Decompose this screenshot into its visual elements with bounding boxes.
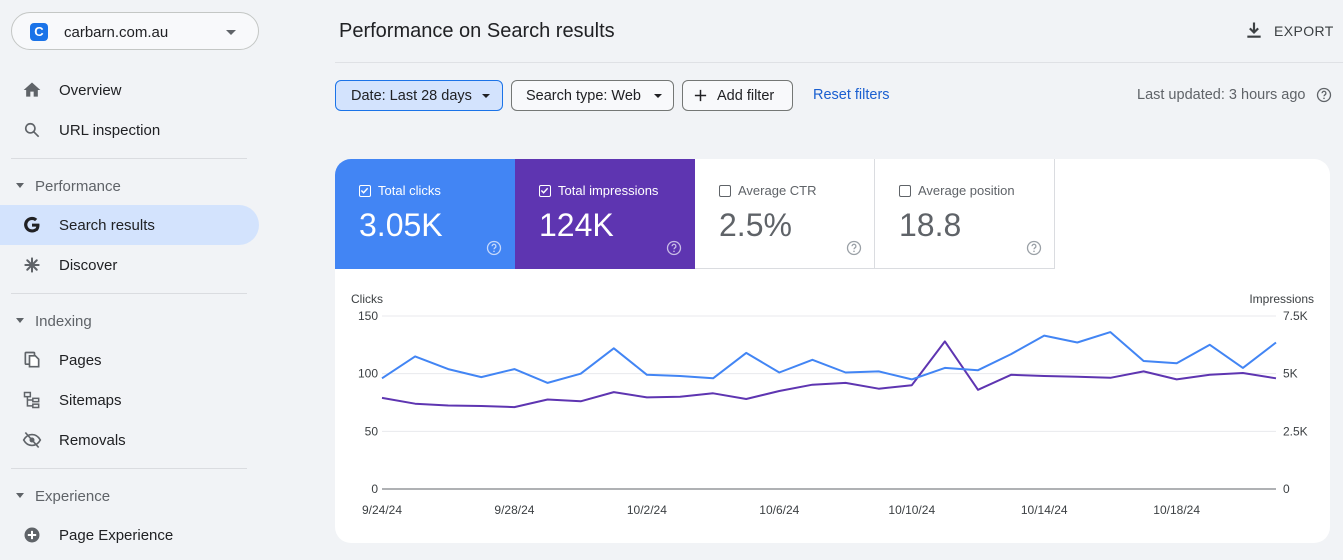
y-tick-label-right: 0 [1283, 482, 1290, 496]
section-label: Performance [35, 178, 121, 195]
chevron-down-icon [482, 94, 490, 98]
y-axis-title-right: Impressions [1249, 292, 1314, 306]
sidebar-item-label: URL inspection [59, 122, 161, 139]
x-tick-label: 10/14/24 [1021, 503, 1068, 517]
sidebar-item-search-results[interactable]: Search results [0, 205, 259, 245]
help-icon[interactable] [1316, 87, 1332, 103]
sitemap-icon [23, 391, 40, 409]
download-icon [1247, 22, 1261, 38]
section-indexing[interactable]: Indexing [0, 306, 260, 336]
help-icon[interactable] [1026, 240, 1042, 256]
sidebar-item-label: Sitemaps [59, 392, 122, 409]
x-tick-label: 10/2/24 [627, 503, 667, 517]
performance-card: Total clicks 3.05K Total impressions 124… [335, 159, 1330, 543]
x-tick-label: 10/6/24 [759, 503, 799, 517]
y-axis-title-left: Clicks [351, 292, 383, 306]
last-updated-text: Last updated: 3 hours ago [1137, 87, 1306, 103]
property-domain: carbarn.com.au [64, 24, 169, 41]
x-tick-label: 9/24/24 [362, 503, 402, 517]
metric-label: Average position [918, 183, 1015, 198]
add-filter-button[interactable]: Add filter [682, 80, 793, 111]
sidebar-item-overview[interactable]: Overview [0, 70, 259, 110]
export-label: EXPORT [1274, 23, 1334, 39]
metric-total-impressions[interactable]: Total impressions 124K [515, 159, 695, 269]
search-type-chip[interactable]: Search type: Web [511, 80, 674, 111]
collapse-caret-icon [16, 318, 24, 323]
checkbox-unchecked-icon[interactable] [899, 185, 911, 197]
chevron-down-icon [226, 30, 236, 35]
y-tick-label-left: 100 [358, 367, 378, 381]
property-logo-icon: C [30, 23, 48, 41]
metric-total-clicks[interactable]: Total clicks 3.05K [335, 159, 515, 269]
x-tick-label: 9/28/24 [494, 503, 534, 517]
y-tick-label-left: 50 [365, 424, 379, 438]
metric-value: 2.5% [719, 207, 792, 243]
add-filter-label: Add filter [717, 88, 775, 104]
sidebar-item-label: Page Experience [59, 527, 174, 544]
metric-label: Average CTR [738, 183, 817, 198]
help-icon[interactable] [666, 240, 682, 256]
sidebar-item-label: Pages [59, 352, 102, 369]
sidebar-item-pages[interactable]: Pages [0, 340, 259, 380]
performance-chart: 150 7.5K 100 5K 50 2.5K 0 0 Clicks Impressions 9/2… [351, 292, 1314, 517]
sidebar-item-discover[interactable]: Discover [0, 245, 259, 285]
sidebar-item-removals[interactable]: Removals [0, 420, 259, 460]
property-selector[interactable]: C carbarn.com.au [11, 12, 259, 50]
sidebar-item-label: Removals [59, 432, 126, 449]
x-tick-label: 10/10/24 [888, 503, 935, 517]
search-icon [24, 122, 40, 138]
google-g-icon [24, 216, 40, 233]
sidebar-item-sitemaps[interactable]: Sitemaps [0, 380, 259, 420]
sidebar-item-label: Search results [59, 217, 155, 234]
help-icon[interactable] [486, 240, 502, 256]
sidebar-item-label: Overview [59, 82, 122, 99]
chevron-down-icon [654, 94, 662, 98]
asterisk-icon [24, 257, 40, 273]
sidebar: C carbarn.com.au Overview URL inspection… [0, 0, 270, 560]
sidebar-item-label: Discover [59, 257, 118, 274]
series-line-impressions [381, 340, 1277, 409]
reset-filters-link[interactable]: Reset filters [813, 87, 890, 103]
page-title: Performance on Search results [339, 20, 615, 42]
series-line-clicks [381, 331, 1277, 384]
sidebar-divider [11, 158, 247, 159]
y-tick-label-right: 2.5K [1283, 424, 1308, 438]
date-filter-label: Date: Last 28 days [351, 88, 472, 104]
search-type-label: Search type: Web [526, 88, 641, 104]
y-tick-label-right: 7.5K [1283, 309, 1308, 323]
checkbox-unchecked-icon[interactable] [719, 185, 731, 197]
metric-average-position[interactable]: Average position 18.8 [875, 159, 1055, 269]
metric-label: Total impressions [558, 183, 659, 198]
section-label: Experience [35, 488, 111, 505]
sidebar-item-url-inspection[interactable]: URL inspection [0, 110, 259, 150]
metric-value: 18.8 [899, 207, 962, 243]
metric-value: 124K [539, 207, 614, 243]
y-tick-label-left: 150 [358, 309, 378, 323]
checkbox-checked-icon[interactable] [539, 185, 551, 197]
sidebar-divider [11, 293, 247, 294]
header-divider [335, 62, 1343, 63]
pages-icon [24, 351, 40, 368]
eye-off-icon [22, 431, 42, 449]
metric-label: Total clicks [378, 183, 441, 198]
y-tick-label-right: 5K [1283, 367, 1298, 381]
collapse-caret-icon [16, 183, 24, 188]
sidebar-divider [11, 468, 247, 469]
date-filter-chip[interactable]: Date: Last 28 days [335, 80, 503, 111]
metric-value: 3.05K [359, 207, 443, 243]
metric-average-ctr[interactable]: Average CTR 2.5% [695, 159, 875, 269]
plus-icon [694, 89, 707, 102]
section-experience[interactable]: Experience [0, 481, 260, 511]
checkbox-checked-icon[interactable] [359, 185, 371, 197]
help-icon[interactable] [846, 240, 862, 256]
sidebar-item-page-experience[interactable]: Page Experience [0, 515, 259, 555]
export-button[interactable]: EXPORT [1240, 18, 1335, 44]
x-tick-label: 10/18/24 [1153, 503, 1200, 517]
collapse-caret-icon [16, 493, 24, 498]
y-tick-label-left: 0 [371, 482, 378, 496]
section-performance[interactable]: Performance [0, 171, 260, 201]
home-icon [23, 82, 41, 97]
plus-circle-icon [24, 527, 40, 543]
section-label: Indexing [35, 313, 92, 330]
